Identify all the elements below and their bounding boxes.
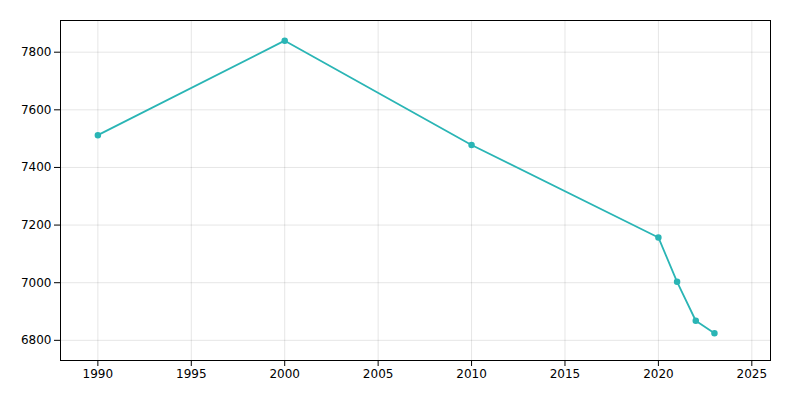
svg-text:7400: 7400 xyxy=(21,160,52,174)
svg-text:7800: 7800 xyxy=(21,45,52,59)
svg-text:2000: 2000 xyxy=(269,367,300,381)
svg-text:2020: 2020 xyxy=(643,367,674,381)
svg-text:2025: 2025 xyxy=(737,367,768,381)
svg-text:7200: 7200 xyxy=(21,218,52,232)
svg-text:2005: 2005 xyxy=(363,367,394,381)
svg-text:6800: 6800 xyxy=(21,333,52,347)
svg-text:2015: 2015 xyxy=(550,367,581,381)
svg-text:7600: 7600 xyxy=(21,103,52,117)
svg-text:7000: 7000 xyxy=(21,276,52,290)
svg-text:1990: 1990 xyxy=(83,367,114,381)
svg-text:2010: 2010 xyxy=(456,367,487,381)
svg-text:1995: 1995 xyxy=(176,367,207,381)
